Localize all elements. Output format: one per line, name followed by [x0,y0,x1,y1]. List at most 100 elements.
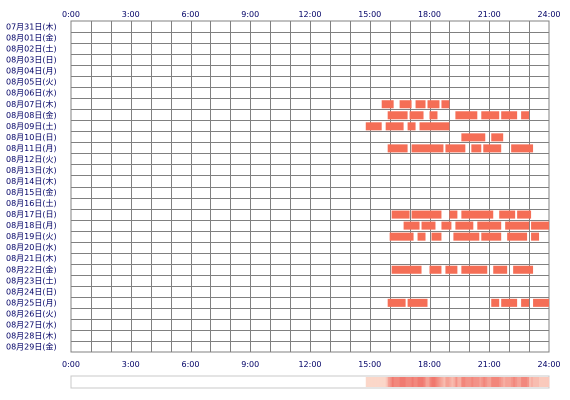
density-cell [371,377,374,387]
activity-bar [407,122,416,131]
density-cell [439,377,441,387]
density-cell [544,377,546,387]
density-cell [404,377,406,387]
x-tick-label-bottom: 24:00 [537,360,560,369]
density-cell [480,377,482,387]
x-tick-label-top: 24:00 [537,10,560,19]
density-cell [463,377,465,387]
density-cell [383,377,385,387]
density-cell [393,377,395,387]
activity-bar [481,111,500,120]
density-cell [481,377,483,387]
density-cell [425,377,427,387]
density-cell [367,377,370,387]
density-cell [444,377,446,387]
row-label: 08月22日(金) [6,264,57,274]
density-cell [380,377,382,387]
density-cell [388,377,390,387]
density-cell [419,377,421,387]
x-tick-label-top: 6:00 [182,10,200,19]
density-cell [507,377,509,387]
activity-bar [415,100,426,109]
density-cell [390,377,392,387]
density-cell [526,377,528,387]
activity-bar [471,144,482,153]
density-cell [525,377,527,387]
activity-bar [441,100,450,109]
row-label: 08月09日(土) [6,121,57,131]
density-cell [469,377,471,387]
density-cell [417,377,419,387]
row-label: 08月11日(月) [6,144,57,153]
x-tick-label-top: 15:00 [358,10,381,19]
activity-bar [491,133,504,142]
grid [70,20,550,353]
activity-bar [427,100,440,109]
density-cell [524,377,526,387]
activity-bar [441,221,452,230]
density-cell [540,377,542,387]
x-tick-label-bottom: 3:00 [122,360,140,369]
row-label: 08月18日(月) [6,221,57,230]
density-strip [70,375,550,389]
density-cell [470,377,472,387]
density-cell [420,377,422,387]
density-cell [514,377,516,387]
density-cell [375,377,378,387]
activity-bar [507,232,528,241]
density-cell [497,377,499,387]
density-cell [370,377,373,387]
density-cell [543,377,545,387]
density-cell [512,377,514,387]
density-cell [474,377,476,387]
density-cell [530,377,532,387]
density-cell [492,377,494,387]
density-cell [453,377,455,387]
density-cell [466,377,468,387]
activity-bar [533,298,549,307]
density-cell [448,377,450,387]
activity-bar [431,232,442,241]
density-cell [408,377,410,387]
activity-bar [521,111,530,120]
density-cell [377,377,380,387]
density-cell [450,377,452,387]
x-tick-label-top: 12:00 [298,10,321,19]
activity-bar [399,100,412,109]
density-cell [452,377,454,387]
row-label: 08月29日(金) [6,342,57,352]
density-cell [533,377,535,387]
activity-bar [409,111,424,120]
density-cell [472,377,474,387]
density-cell [431,377,433,387]
density-cell [401,377,403,387]
x-tick-label-bottom: 15:00 [358,360,381,369]
density-cell [435,377,437,387]
x-tick-label-bottom: 21:00 [478,360,501,369]
density-cell [542,377,544,387]
density-cell [486,377,488,387]
density-cell [537,377,539,387]
density-cell [413,377,415,387]
density-cell [464,377,466,387]
density-cell [515,377,517,387]
row-label: 08月04日(月) [6,67,57,76]
density-cell [379,377,382,387]
density-cell [495,377,497,387]
density-cell [424,377,426,387]
density-cell [548,377,550,387]
density-cell [418,377,420,387]
density-cell [505,377,507,387]
activity-bar [445,144,466,153]
density-cell [467,377,469,387]
activity-bar [531,232,540,241]
density-cell [503,377,505,387]
density-cell [521,377,523,387]
density-cell [449,377,451,387]
density-cell [421,377,423,387]
activity-bar [387,144,408,153]
density-cell [437,377,439,387]
density-cell [488,377,490,387]
activity-bar [455,111,478,120]
